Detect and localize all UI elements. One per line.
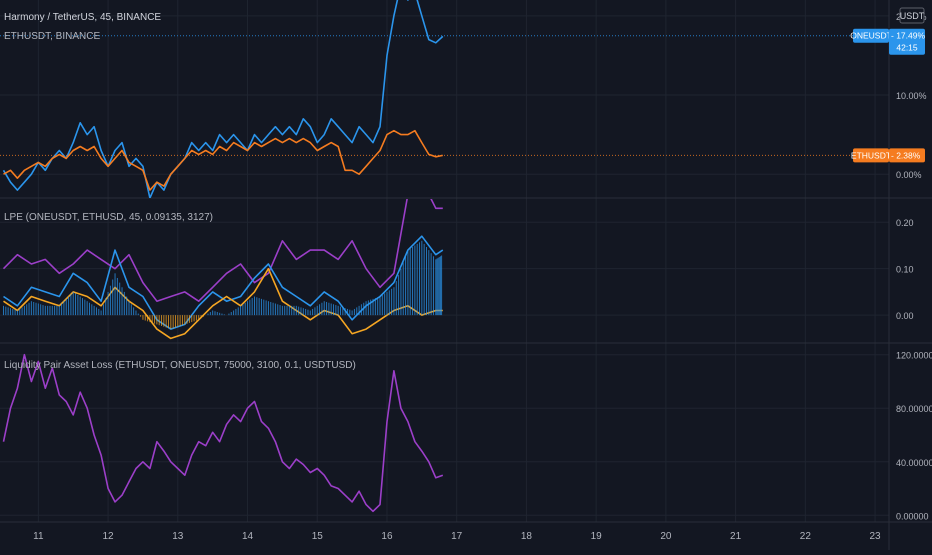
x-tick-label-15: 15 [312, 531, 324, 542]
x-tick-label-23: 23 [869, 531, 881, 542]
currency-badge-text[interactable]: USDT [900, 11, 925, 21]
price-series-line-0-oneusdt[interactable] [2, 0, 444, 198]
plot-layer [2, 0, 444, 513]
price-tag-value-ethusdt: - 2.38% [891, 150, 921, 160]
loss-y-tick-label-2: 40.00000 [896, 458, 932, 468]
lpe-y-tick-label-1: 0.10 [896, 265, 914, 275]
lpe-indicator-title[interactable]: LPE (ONEUSDT, ETHUSD, 45, 0.09135, 3127) [4, 212, 213, 223]
x-tick-label-16: 16 [381, 531, 393, 542]
x-tick-label-19: 19 [591, 531, 603, 542]
x-tick-label-21: 21 [730, 531, 742, 542]
x-tick-label-20: 20 [660, 531, 672, 542]
axis-layer: 1112131415161718192021222320.00%10.00%0.… [33, 12, 932, 542]
loss-y-tick-label-1: 80.00000 [896, 404, 932, 414]
price-series-line-1-ethusdt[interactable] [3, 129, 443, 191]
price-y-tick-label-1: 10.00% [896, 91, 927, 101]
loss-indicator-title[interactable]: Liquidity Pair Asset Loss (ETHUSDT, ONEU… [4, 360, 356, 371]
loss-series-group [2, 353, 444, 513]
currency-badge[interactable]: USDT [899, 7, 925, 24]
label-layer: ONEUSDT - 17.49% 42:15 ETHUSDT - 2.38% [0, 28, 925, 163]
symbol-tag-oneusdt[interactable] [853, 28, 889, 43]
lpe-series-group [2, 180, 444, 340]
symbol-title[interactable]: Harmony / TetherUS, 45, BINANCE [4, 12, 161, 23]
compare-title[interactable]: ETHUSDT, BINANCE [4, 31, 100, 42]
x-tick-label-13: 13 [172, 531, 184, 542]
loss-y-tick-label-3: 0.00000 [896, 511, 929, 521]
currency-badge-frame[interactable] [899, 7, 925, 24]
x-tick-label-12: 12 [103, 531, 115, 542]
symbol-tag-text-ethusdt: ETHUSDT [851, 150, 891, 160]
lpe-y-tick-label-0: 0.20 [896, 218, 914, 228]
loss-y-tick-label-0: 120.00000 [896, 351, 932, 361]
lpe-series-line-2[interactable] [3, 267, 443, 340]
x-tick-label-14: 14 [242, 531, 254, 542]
price-tag-ethusdt[interactable] [889, 148, 925, 163]
price-tag-countdown: 42:15 [896, 43, 918, 53]
lpe-series-line-0[interactable] [2, 180, 443, 302]
lpe-y-tick-label-2: 0.00 [896, 311, 914, 321]
price-series-group [2, 0, 444, 198]
price-tag-oneusdt[interactable] [889, 28, 925, 55]
symbol-tag-text-oneusdt: ONEUSDT [850, 31, 892, 41]
grid-layer [0, 0, 889, 522]
x-tick-label-11: 11 [33, 531, 44, 542]
x-tick-label-22: 22 [800, 531, 812, 542]
symbol-tag-ethusdt[interactable] [853, 148, 889, 163]
price-y-tick-label-2: 0.00% [896, 170, 922, 180]
loss-series-line-0[interactable] [2, 353, 444, 513]
x-tick-label-17: 17 [451, 531, 463, 542]
price-tag-value-oneusdt: - 17.49% [891, 31, 925, 41]
x-tick-label-18: 18 [521, 531, 533, 542]
